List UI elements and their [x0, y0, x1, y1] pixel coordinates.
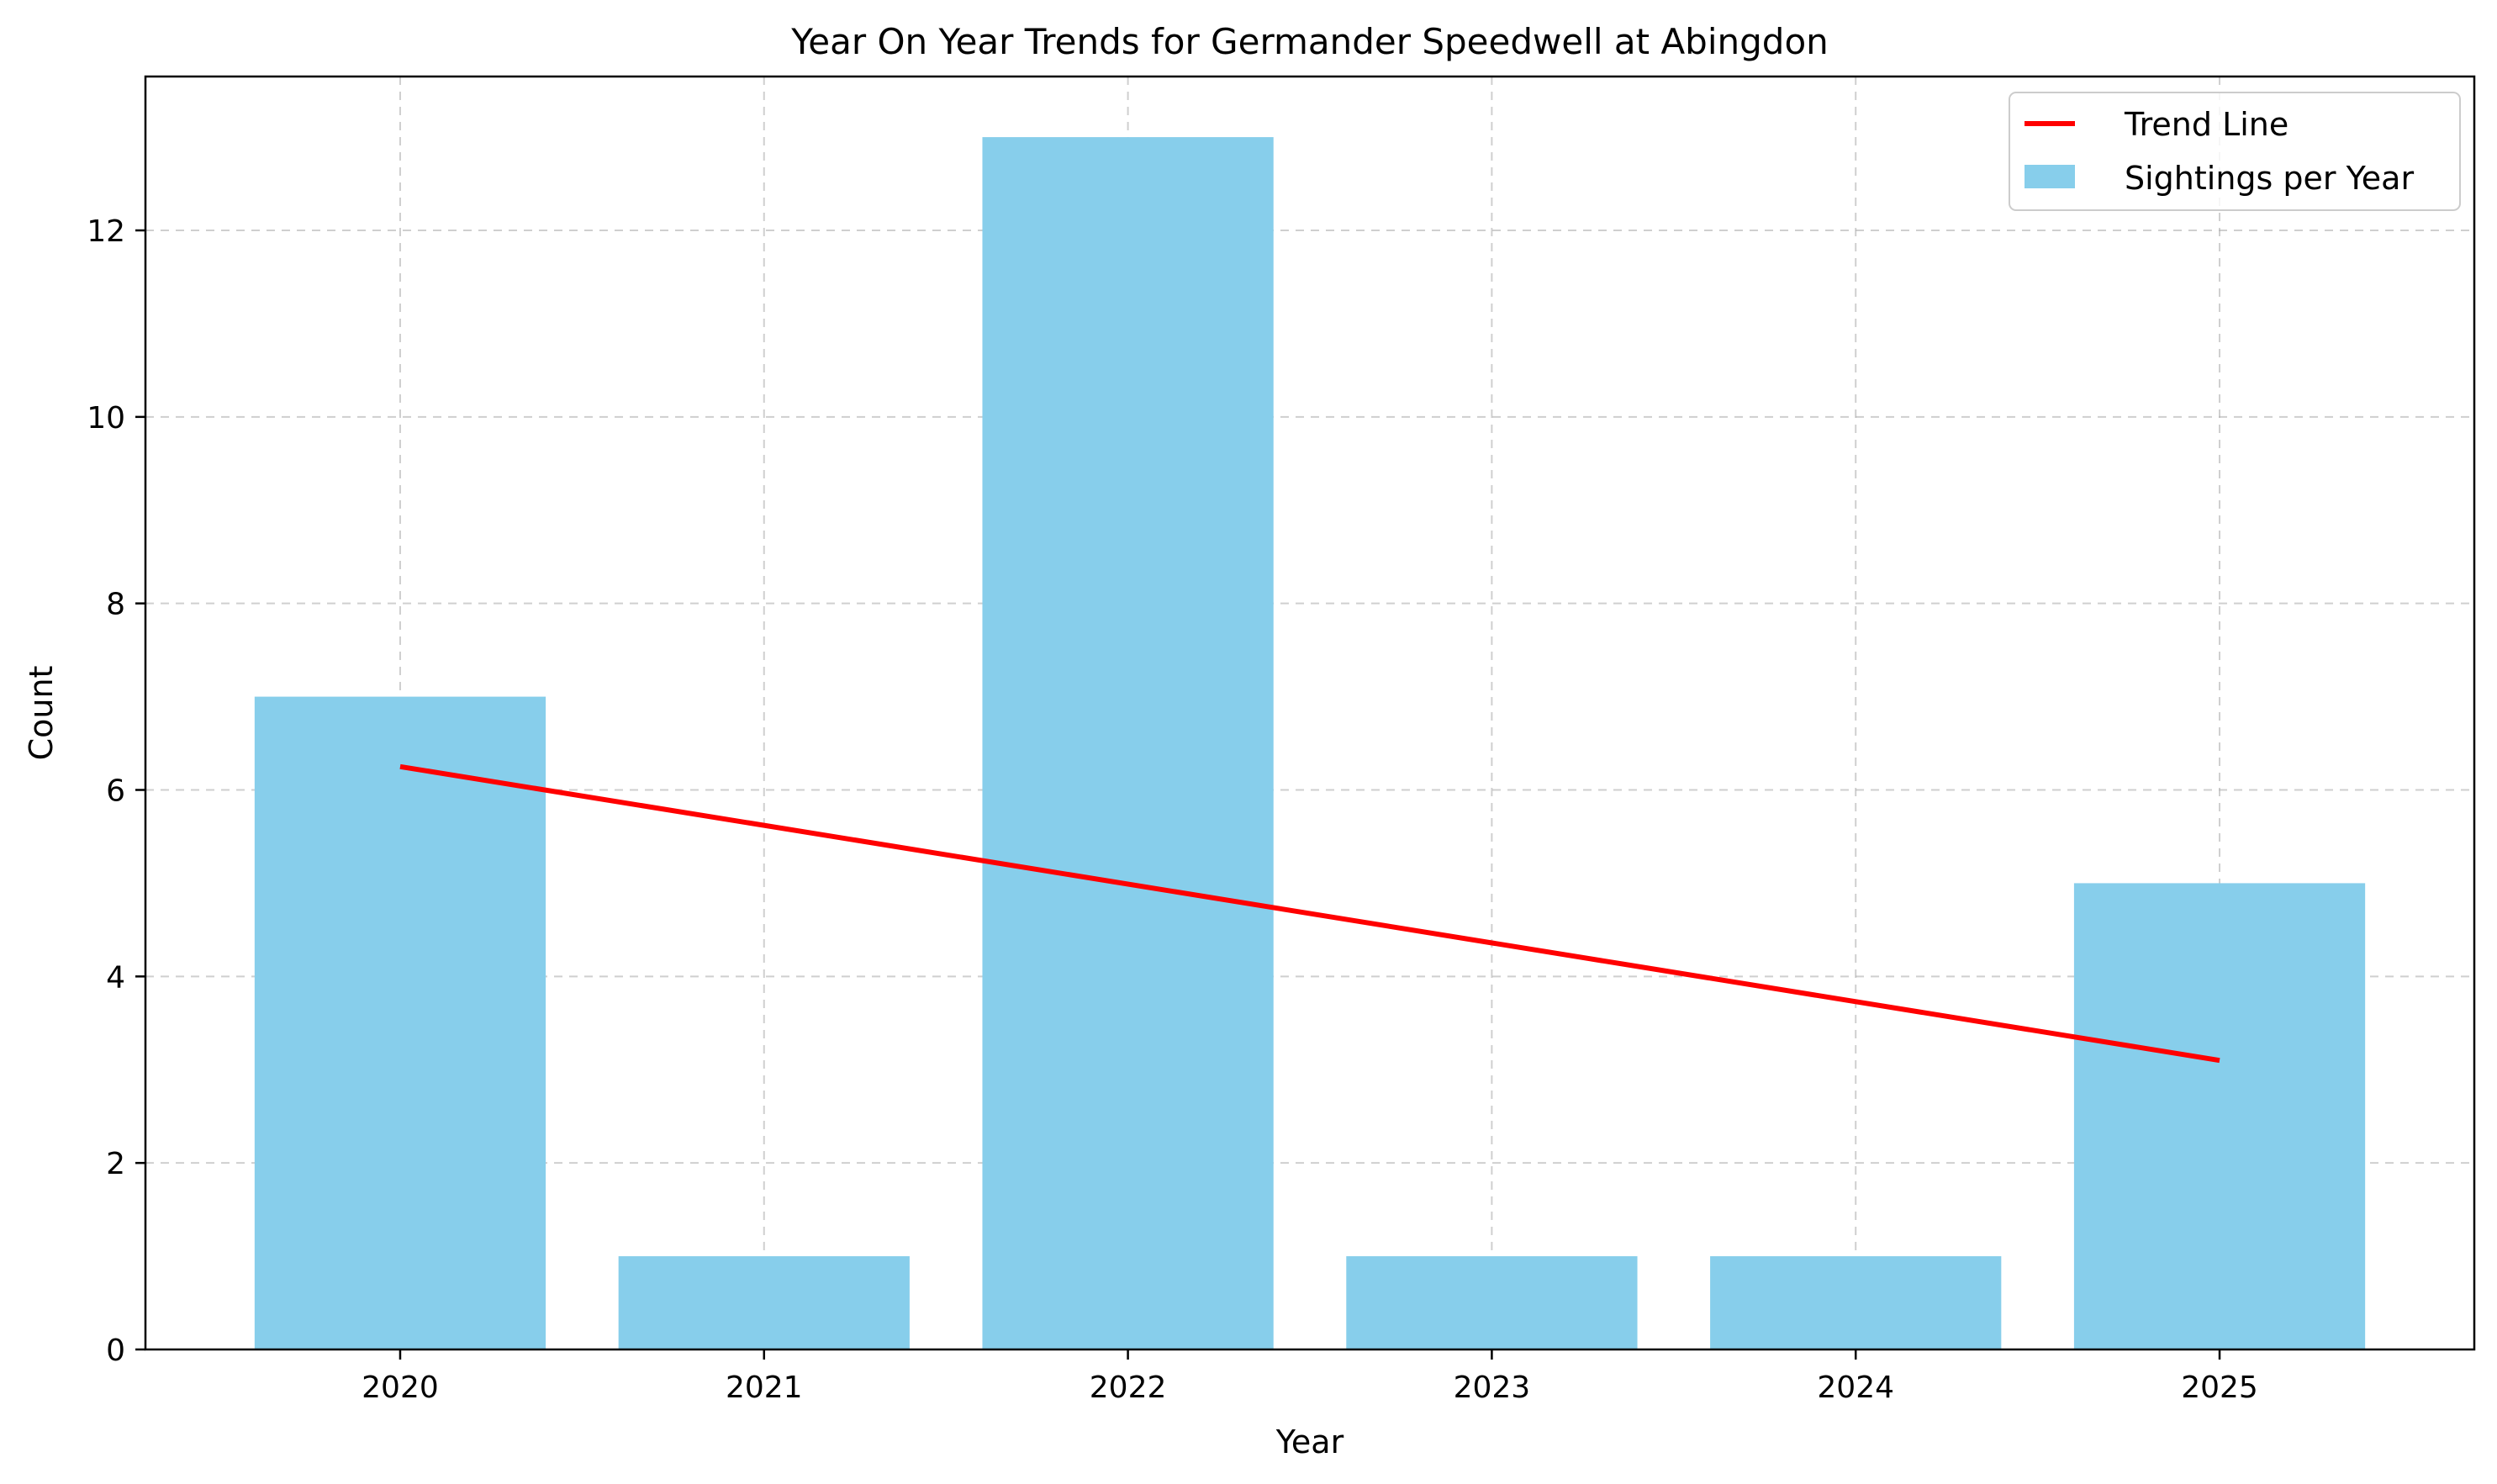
- trend-line: [399, 763, 2220, 1064]
- y-tick-label-2: 2: [106, 1147, 125, 1181]
- bar-2024: [1710, 1256, 2002, 1349]
- bar-2023: [1346, 1256, 1638, 1349]
- legend-label-trend-line: Trend Line: [2124, 106, 2288, 143]
- legend-swatch-sightings: [2025, 165, 2075, 188]
- plot-frame: [144, 75, 2476, 1351]
- x-tick-label-2023: 2023: [1454, 1370, 1531, 1405]
- legend-box: [2009, 92, 2461, 211]
- bar-2020: [254, 696, 546, 1349]
- x-tick-label-2025: 2025: [2181, 1370, 2258, 1405]
- x-axis-ticks: 2020 2021 2022 2023 2024 2025: [362, 1349, 2258, 1405]
- x-tick-label-2024: 2024: [1817, 1370, 1894, 1405]
- y-tick-label-10: 10: [87, 401, 125, 436]
- y-tick-label-4: 4: [106, 960, 125, 995]
- x-axis-label: Year: [1275, 1423, 1344, 1460]
- y-tick-label-8: 8: [106, 588, 125, 622]
- legend-label-sightings: Sightings per Year: [2125, 160, 2414, 197]
- y-axis-ticks: 0 2 4 6 8 10 12: [87, 214, 145, 1368]
- x-tick-label-2020: 2020: [362, 1370, 439, 1405]
- x-tick-label-2021: 2021: [726, 1370, 803, 1405]
- chart-title: Year On Year Trends for Germander Speedw…: [790, 21, 1829, 62]
- trend-line-series: [399, 763, 2220, 1064]
- legend: Trend Line Sightings per Year: [2009, 92, 2461, 211]
- x-tick-label-2022: 2022: [1090, 1370, 1167, 1405]
- bar-series: [254, 137, 2366, 1350]
- y-tick-label-0: 0: [106, 1333, 125, 1368]
- bar-2022: [982, 137, 1274, 1350]
- y-tick-label-12: 12: [87, 214, 125, 249]
- bar-2025: [2073, 883, 2366, 1349]
- bar-2021: [618, 1256, 910, 1349]
- y-tick-label-6: 6: [106, 774, 125, 809]
- y-axis-label: Count: [23, 666, 60, 761]
